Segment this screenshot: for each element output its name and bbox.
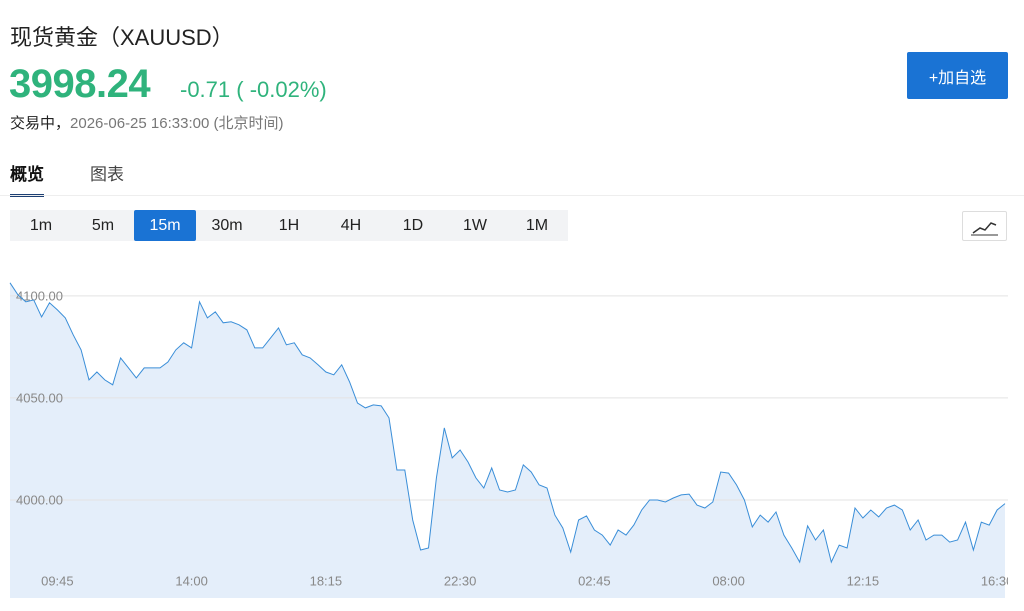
tabs: 概览 图表 <box>10 160 124 197</box>
interval-button[interactable]: 1W <box>463 216 487 234</box>
x-tick-label: 16:30 <box>981 573 1008 588</box>
x-tick-label: 08:00 <box>712 573 745 588</box>
x-tick-label: 09:45 <box>41 573 74 588</box>
chart-type-icon <box>971 222 998 236</box>
interval-button[interactable]: 1D <box>402 216 424 234</box>
status: 交易中，2026-06-25 16:33:00 (北京时间) <box>10 112 283 133</box>
area-fill <box>10 282 1005 598</box>
y-tick-label: 4100.00 <box>16 288 63 303</box>
timestamp: 2026-06-25 16:33:00 (北京时间) <box>70 115 284 132</box>
interval-button[interactable]: 1m <box>29 216 53 234</box>
change: -0.71 ( -0.02%) <box>180 77 327 102</box>
interval-button[interactable]: 4H <box>340 216 362 234</box>
x-tick-label: 02:45 <box>578 573 611 588</box>
x-tick-label: 12:15 <box>847 573 880 588</box>
x-tick-label: 22:30 <box>444 573 477 588</box>
chart-type-button[interactable] <box>962 211 1007 241</box>
status-text: 交易中， <box>10 115 71 132</box>
price-line <box>9 282 1006 564</box>
x-tick-label: 14:00 <box>175 573 208 588</box>
price: 3998.24 <box>9 62 151 106</box>
interval-button[interactable]: 15m <box>134 210 196 241</box>
x-tick-label: 18:15 <box>310 573 343 588</box>
interval-button[interactable]: 30m <box>211 216 243 234</box>
title: 现货黄金（XAUUSD） <box>10 25 234 50</box>
separator <box>0 195 1024 196</box>
y-tick-label: 4050.00 <box>16 390 63 405</box>
interval-button[interactable]: 1M <box>525 216 549 234</box>
interval-bar: 1m 5m 15m 30m 1H 4H 1D 1W 1M <box>10 210 568 241</box>
add-watchlist-button[interactable]: +加自选 <box>907 52 1008 99</box>
interval-button[interactable]: 5m <box>91 216 115 234</box>
y-tick-label: 4000.00 <box>16 492 63 507</box>
interval-button[interactable]: 1H <box>278 216 300 234</box>
tab[interactable]: 图表 <box>90 165 124 184</box>
